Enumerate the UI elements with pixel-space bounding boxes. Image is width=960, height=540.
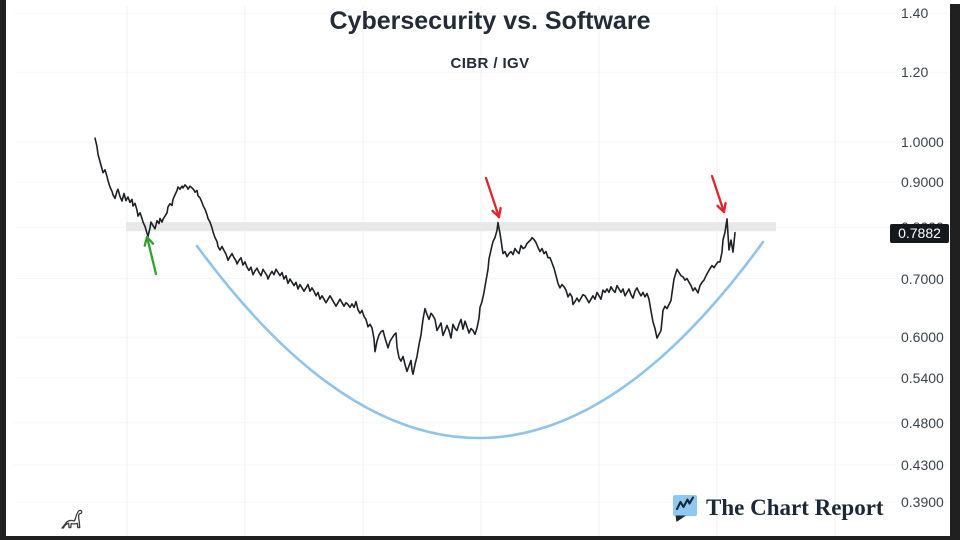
letterbox-right bbox=[950, 4, 960, 540]
brand-name: The Chart Report bbox=[706, 495, 884, 520]
letterbox-left bbox=[0, 0, 6, 540]
last-price-value: 0.7882 bbox=[898, 224, 941, 241]
chart-report-logo-icon bbox=[673, 495, 697, 522]
chart-title: Cybersecurity vs. Software bbox=[329, 7, 651, 35]
last-price-badge: 0.7882 bbox=[890, 223, 949, 243]
brand-logo: The Chart Report bbox=[672, 494, 884, 524]
dinosaur-icon bbox=[61, 509, 83, 529]
letterbox-bottom bbox=[0, 536, 960, 540]
chart-subtitle: CIBR / IGV bbox=[450, 55, 530, 72]
